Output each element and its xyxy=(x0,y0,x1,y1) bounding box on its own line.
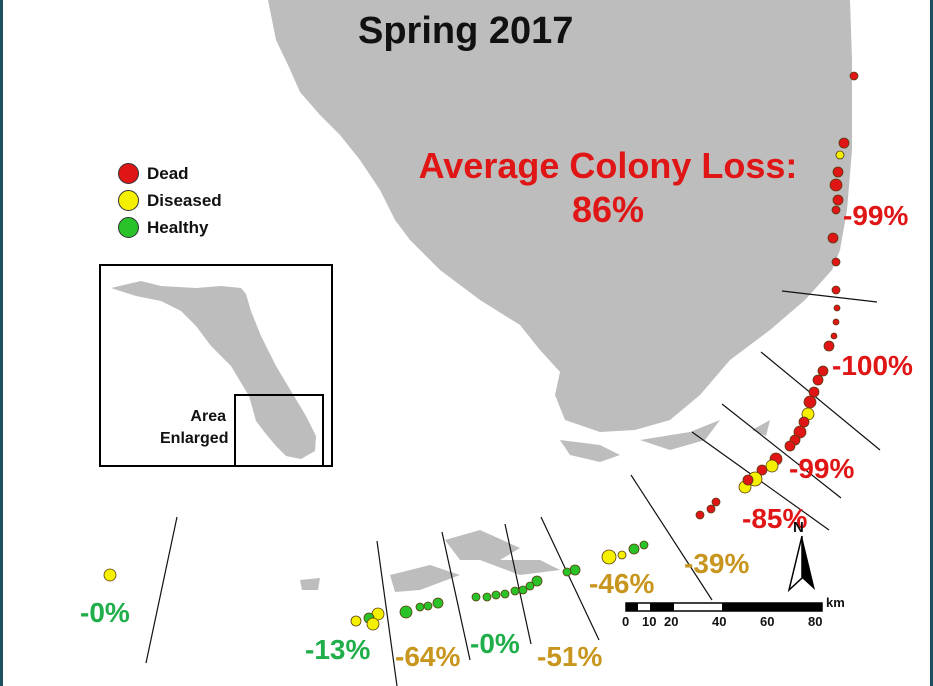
site-marker-healthy xyxy=(423,601,433,611)
scale-unit: km xyxy=(826,595,845,610)
legend-item-diseased: Diseased xyxy=(118,187,222,214)
dead-marker-icon xyxy=(118,163,139,184)
inset-caption-line1: Area xyxy=(190,408,226,425)
inset-caption-line2: Enlarged xyxy=(160,430,229,447)
site-marker-healthy xyxy=(500,589,510,599)
zone-loss-5: -39% xyxy=(684,548,750,579)
right-border xyxy=(930,0,933,686)
florida-outline xyxy=(111,281,324,465)
site-marker-dead xyxy=(695,510,705,520)
site-marker-diseased xyxy=(617,550,627,560)
legend-label-dead: Dead xyxy=(147,163,189,183)
site-marker-healthy xyxy=(432,597,444,609)
site-marker-dead xyxy=(784,440,796,452)
site-marker-dead xyxy=(798,416,810,428)
site-marker-dead xyxy=(742,474,754,486)
average-loss-annotation: Average Colony Loss: 86% xyxy=(408,144,808,232)
site-marker-healthy xyxy=(399,605,413,619)
zone-loss-3: -99% xyxy=(789,453,855,484)
scale-tick-0: 0 xyxy=(622,614,630,629)
site-marker-diseased xyxy=(366,617,380,631)
florida-keys xyxy=(300,420,770,592)
scale-tick-labels: 0 10 20 40 60 80 xyxy=(622,614,834,630)
zone-loss-1: -99% xyxy=(843,200,909,231)
site-marker-dead xyxy=(838,137,850,149)
legend-label-healthy: Healthy xyxy=(147,217,209,237)
site-marker-diseased xyxy=(103,568,117,582)
scale-bar: 0 10 20 40 60 80 xyxy=(622,600,824,629)
inset-caption: Area Enlarged xyxy=(160,406,229,450)
site-marker-diseased xyxy=(350,615,362,627)
site-marker-dead xyxy=(812,374,824,386)
scale-tick-40: 40 xyxy=(712,614,727,629)
mainland-landmass xyxy=(268,0,852,432)
scale-bar-graphic xyxy=(625,602,823,612)
site-marker-dead xyxy=(831,205,841,215)
scale-tick-20: 20 xyxy=(664,614,679,629)
site-marker-healthy xyxy=(491,590,501,600)
diseased-marker-icon xyxy=(118,190,139,211)
florida-inset-map xyxy=(99,264,333,467)
legend-label-diseased: Diseased xyxy=(147,190,222,210)
average-loss-label: Average Colony Loss: xyxy=(418,145,798,186)
zone-loss-9: -64% xyxy=(395,641,461,672)
site-marker-healthy xyxy=(562,567,572,577)
monitoring-sites xyxy=(103,71,859,631)
site-marker-dead xyxy=(827,232,839,244)
scale-tick-80: 80 xyxy=(808,614,823,629)
site-marker-dead xyxy=(803,395,817,409)
site-marker-dead xyxy=(849,71,859,81)
site-marker-healthy xyxy=(525,581,535,591)
site-marker-healthy xyxy=(471,592,481,602)
healthy-marker-icon xyxy=(118,217,139,238)
legend: Dead Diseased Healthy xyxy=(118,160,222,241)
site-marker-healthy xyxy=(628,543,640,555)
site-marker-dead xyxy=(830,332,838,340)
zone-loss-4: -85% xyxy=(742,503,808,534)
site-marker-dead xyxy=(833,304,841,312)
north-arrow-icon: N xyxy=(787,519,815,592)
zone-loss-2: -100% xyxy=(832,350,913,381)
page-title: Spring 2017 xyxy=(358,10,574,52)
area-enlarged-box xyxy=(234,394,324,465)
site-marker-healthy xyxy=(482,592,492,602)
north-label: N xyxy=(793,519,804,536)
site-marker-dead xyxy=(823,340,835,352)
site-marker-dead xyxy=(832,166,844,178)
site-marker-healthy xyxy=(569,564,581,576)
zone-loss-6: -46% xyxy=(589,568,655,599)
site-marker-dead xyxy=(808,386,820,398)
scale-tick-10: 10 xyxy=(642,614,657,629)
site-marker-dead xyxy=(831,285,841,295)
zone-loss-8: -0% xyxy=(470,628,520,659)
zone-loss-11: -0% xyxy=(80,597,130,628)
site-marker-dead xyxy=(817,365,829,377)
average-loss-value: 86% xyxy=(571,189,645,230)
site-marker-diseased xyxy=(765,459,779,473)
legend-item-dead: Dead xyxy=(118,160,222,187)
site-marker-diseased xyxy=(835,150,845,160)
site-marker-healthy xyxy=(415,602,425,612)
site-marker-healthy xyxy=(510,586,520,596)
left-border xyxy=(0,0,3,686)
site-marker-dead xyxy=(706,504,716,514)
zone-loss-7: -51% xyxy=(537,641,603,672)
site-marker-dead xyxy=(832,318,840,326)
site-marker-dead xyxy=(831,257,841,267)
zone-loss-10: -13% xyxy=(305,634,371,665)
site-marker-healthy xyxy=(531,575,543,587)
site-marker-diseased xyxy=(601,549,617,565)
scale-tick-60: 60 xyxy=(760,614,775,629)
site-marker-healthy xyxy=(518,585,528,595)
site-marker-dead xyxy=(756,464,768,476)
site-marker-healthy xyxy=(639,540,649,550)
site-marker-dead xyxy=(711,497,721,507)
site-marker-dead xyxy=(832,194,844,206)
legend-item-healthy: Healthy xyxy=(118,214,222,241)
site-marker-dead xyxy=(829,178,843,192)
